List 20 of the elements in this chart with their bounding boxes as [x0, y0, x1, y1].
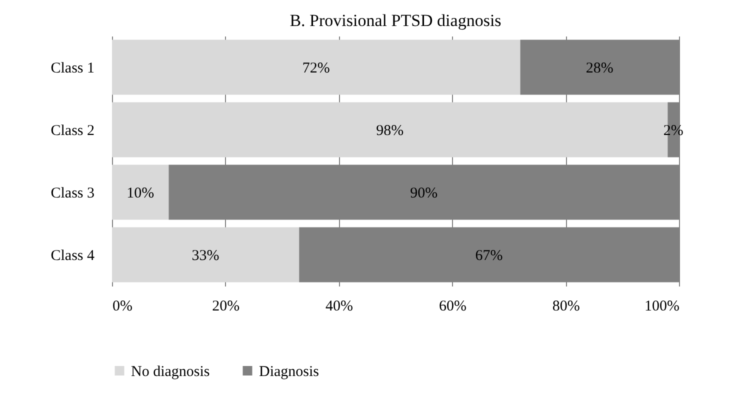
data-label: 28% [586, 60, 614, 76]
x-tick-label: 0% [112, 298, 132, 314]
data-label: 10% [126, 185, 154, 202]
legend-label: Diagnosis [259, 364, 320, 380]
x-tick-label: 100% [644, 298, 680, 314]
data-label: 33% [192, 248, 220, 264]
data-label: 67% [475, 248, 503, 264]
y-tick-label: Class 4 [50, 248, 95, 264]
data-label: 98% [376, 122, 404, 139]
x-tick-label: 20% [212, 298, 240, 314]
legend-label: No diagnosis [131, 364, 210, 380]
chart-title: B. Provisional PTSD diagnosis [290, 11, 502, 30]
data-label: 90% [410, 185, 438, 202]
y-tick-label: Class 1 [50, 60, 94, 76]
x-tick-label: 80% [552, 298, 580, 314]
y-tick-label: Class 3 [50, 185, 94, 202]
y-tick-label: Class 2 [50, 122, 94, 139]
x-tick-label: 40% [326, 298, 354, 314]
data-label: 72% [302, 60, 330, 76]
x-tick-label: 60% [438, 298, 466, 314]
